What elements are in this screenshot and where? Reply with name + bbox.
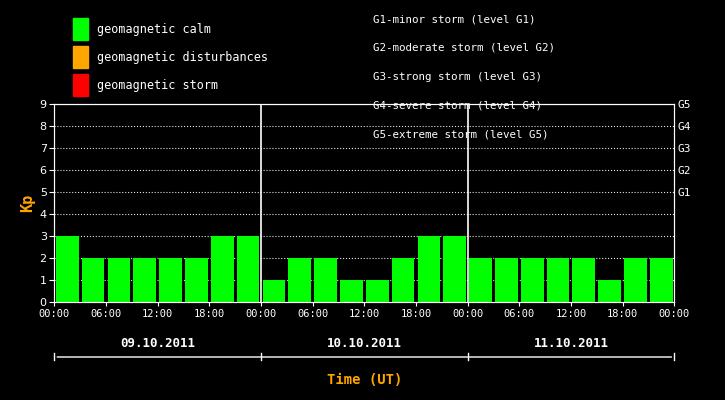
- Bar: [185, 258, 208, 302]
- Bar: [418, 236, 440, 302]
- Bar: [211, 236, 233, 302]
- Text: Time (UT): Time (UT): [327, 374, 402, 388]
- Text: 10.10.2011: 10.10.2011: [327, 337, 402, 350]
- Bar: [650, 258, 673, 302]
- Text: G3-strong storm (level G3): G3-strong storm (level G3): [373, 72, 542, 82]
- Text: G2-moderate storm (level G2): G2-moderate storm (level G2): [373, 43, 555, 53]
- Bar: [573, 258, 595, 302]
- Bar: [160, 258, 182, 302]
- Bar: [107, 258, 130, 302]
- Text: 11.10.2011: 11.10.2011: [534, 337, 608, 350]
- Bar: [676, 236, 698, 302]
- Bar: [547, 258, 569, 302]
- Bar: [392, 258, 415, 302]
- Bar: [82, 258, 104, 302]
- Text: geomagnetic calm: geomagnetic calm: [97, 22, 211, 36]
- Bar: [495, 258, 518, 302]
- Bar: [444, 236, 466, 302]
- Bar: [314, 258, 337, 302]
- Bar: [340, 280, 362, 302]
- Text: 09.10.2011: 09.10.2011: [120, 337, 195, 350]
- Bar: [366, 280, 389, 302]
- Text: G1-minor storm (level G1): G1-minor storm (level G1): [373, 14, 536, 24]
- Bar: [624, 258, 647, 302]
- Y-axis label: Kp: Kp: [20, 194, 36, 212]
- Text: G4-severe storm (level G4): G4-severe storm (level G4): [373, 100, 542, 110]
- Bar: [469, 258, 492, 302]
- Bar: [598, 280, 621, 302]
- Bar: [289, 258, 311, 302]
- Bar: [133, 258, 156, 302]
- Bar: [521, 258, 544, 302]
- Text: G5-extreme storm (level G5): G5-extreme storm (level G5): [373, 129, 549, 139]
- Bar: [56, 236, 78, 302]
- Text: geomagnetic disturbances: geomagnetic disturbances: [97, 50, 268, 64]
- Bar: [262, 280, 285, 302]
- Text: geomagnetic storm: geomagnetic storm: [97, 78, 218, 92]
- Bar: [237, 236, 260, 302]
